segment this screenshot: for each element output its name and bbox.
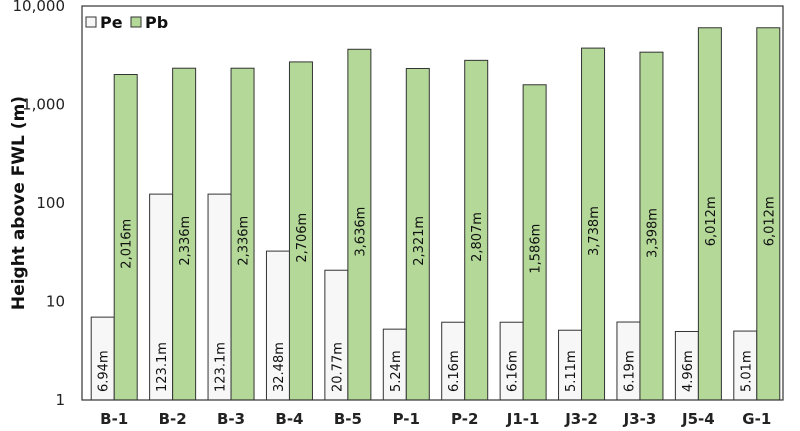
category-group: 32.48m 2,706m xyxy=(265,61,313,401)
bar-value-label: 3,636m xyxy=(353,207,368,257)
x-category-label: B-4 xyxy=(275,410,303,428)
x-axis-labels: B-1 B-2 B-3 B-4 B-5 P-1 P-2 J1-1 J3-2 J3-3 J5-4 G-1 xyxy=(100,410,771,428)
bar-value-label: 6,012m xyxy=(762,196,777,246)
bar-value-label: 123.1m xyxy=(214,342,229,392)
category-group: 20.77m 3,636m xyxy=(324,48,372,401)
bar-value-label: 2,321m xyxy=(412,216,427,266)
y-axis-ticks: 1 10 100 1,000 10,000 xyxy=(13,0,66,409)
bar-value-label: 6.16m xyxy=(506,350,521,392)
x-category-label: J1-1 xyxy=(506,410,540,428)
x-category-label: B-5 xyxy=(334,410,362,428)
y-tick-label: 1,000 xyxy=(22,96,65,114)
bar-value-label: 3,738m xyxy=(587,206,602,256)
bars: 6.94m 2,016m 123.1m 2,336m 123.1m 2,336m 32.48… xyxy=(90,27,781,401)
legend-swatch-pe xyxy=(85,16,97,28)
legend-label-pb: Pb xyxy=(145,13,168,32)
bar-value-label: 2,336m xyxy=(178,216,193,266)
bar-value-label: 20.77m xyxy=(330,342,345,392)
bar-value-label: 2,807m xyxy=(470,212,485,262)
category-group: 6.16m 1,586m xyxy=(499,84,547,401)
bar-value-label: 32.48m xyxy=(272,342,287,392)
bar-value-label: 123.1m xyxy=(155,342,170,392)
category-group: 5.24m 2,321m xyxy=(382,67,430,401)
x-category-label: B-2 xyxy=(159,410,187,428)
legend: Pe Pb xyxy=(85,13,168,32)
bar-value-label: 6,012m xyxy=(704,196,719,246)
bar-value-label: 2,706m xyxy=(295,213,310,263)
x-category-label: J3-2 xyxy=(564,410,598,428)
bar-value-label: 6.94m xyxy=(97,350,112,392)
category-group: 5.11m 3,738m xyxy=(558,47,606,401)
x-category-label: G-1 xyxy=(742,410,771,428)
y-axis-label: Height above FWL (m) xyxy=(9,96,29,310)
bar-value-label: 5.24m xyxy=(389,350,404,392)
legend-swatch-pb xyxy=(130,16,142,28)
x-category-label: J3-3 xyxy=(623,410,657,428)
y-tick-label: 100 xyxy=(36,194,65,212)
category-group: 6.94m 2,016m xyxy=(90,74,138,401)
category-group: 123.1m 2,336m xyxy=(207,67,255,401)
bar-value-label: 2,016m xyxy=(120,219,135,269)
category-group: 5.01m 6,012m xyxy=(733,27,781,401)
x-category-label: P-1 xyxy=(393,410,420,428)
category-group: 123.1m 2,336m xyxy=(149,67,197,401)
bar-value-label: 5.11m xyxy=(564,350,579,392)
y-tick-label: 10 xyxy=(46,293,65,311)
legend-label-pe: Pe xyxy=(100,13,123,32)
y-axis-title: Height above FWL (m) xyxy=(9,96,29,310)
y-tick-label: 10,000 xyxy=(13,0,66,15)
category-group: 6.16m 2,807m xyxy=(441,59,489,401)
category-group: 4.96m 6,012m xyxy=(674,27,722,401)
bar-value-label: 6.19m xyxy=(622,350,637,392)
bar-value-label: 3,398m xyxy=(645,208,660,258)
y-tick-label: 1 xyxy=(55,391,65,409)
bar-value-label: 6.16m xyxy=(447,350,462,392)
x-category-label: J5-4 xyxy=(681,410,715,428)
plot-area-frame xyxy=(81,5,784,401)
bar-value-label: 5.01m xyxy=(739,350,754,392)
x-category-label: B-1 xyxy=(100,410,128,428)
x-category-label: B-3 xyxy=(217,410,245,428)
x-category-label: P-2 xyxy=(451,410,478,428)
bar-value-label: 4.96m xyxy=(681,350,696,392)
bar-value-label: 2,336m xyxy=(237,216,252,266)
category-group: 6.19m 3,398m xyxy=(616,51,664,401)
bar-value-label: 1,586m xyxy=(529,224,544,274)
